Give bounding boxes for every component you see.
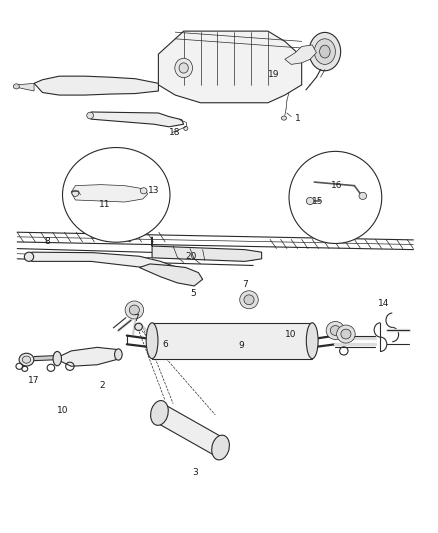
Ellipse shape bbox=[114, 349, 122, 360]
Ellipse shape bbox=[22, 356, 31, 363]
Ellipse shape bbox=[211, 435, 229, 460]
Text: 19: 19 bbox=[267, 70, 279, 79]
Text: 20: 20 bbox=[184, 252, 196, 261]
Ellipse shape bbox=[129, 305, 139, 315]
Ellipse shape bbox=[336, 325, 354, 343]
Text: 17: 17 bbox=[28, 376, 39, 385]
Ellipse shape bbox=[183, 126, 187, 131]
Text: 13: 13 bbox=[148, 186, 159, 195]
Text: 5: 5 bbox=[190, 288, 195, 297]
Text: 16: 16 bbox=[330, 181, 342, 190]
Text: 9: 9 bbox=[238, 341, 244, 350]
Polygon shape bbox=[25, 252, 177, 273]
Text: 6: 6 bbox=[162, 340, 168, 349]
Text: 11: 11 bbox=[99, 199, 111, 208]
Polygon shape bbox=[155, 403, 224, 457]
Ellipse shape bbox=[19, 353, 34, 366]
Text: 10: 10 bbox=[57, 406, 69, 415]
Ellipse shape bbox=[14, 84, 19, 89]
Polygon shape bbox=[91, 112, 183, 127]
Ellipse shape bbox=[358, 192, 366, 199]
Polygon shape bbox=[158, 31, 301, 103]
Ellipse shape bbox=[62, 148, 170, 242]
Polygon shape bbox=[284, 45, 316, 64]
Text: 8: 8 bbox=[45, 237, 50, 246]
Ellipse shape bbox=[134, 324, 142, 330]
Ellipse shape bbox=[319, 45, 329, 58]
Ellipse shape bbox=[244, 295, 254, 305]
Ellipse shape bbox=[308, 33, 340, 71]
Polygon shape bbox=[139, 264, 202, 286]
Ellipse shape bbox=[87, 112, 93, 119]
Polygon shape bbox=[152, 237, 261, 261]
Text: 14: 14 bbox=[377, 299, 388, 308]
Ellipse shape bbox=[179, 63, 188, 73]
Text: 15: 15 bbox=[311, 197, 323, 206]
Ellipse shape bbox=[125, 301, 143, 319]
Polygon shape bbox=[152, 323, 311, 359]
Ellipse shape bbox=[306, 197, 313, 205]
Text: 2: 2 bbox=[99, 381, 105, 390]
Ellipse shape bbox=[281, 116, 286, 120]
Ellipse shape bbox=[288, 151, 381, 244]
Ellipse shape bbox=[53, 351, 61, 366]
Polygon shape bbox=[57, 348, 120, 366]
Ellipse shape bbox=[72, 190, 78, 196]
Ellipse shape bbox=[140, 188, 147, 194]
Ellipse shape bbox=[306, 323, 318, 359]
Text: 3: 3 bbox=[192, 467, 198, 477]
Ellipse shape bbox=[150, 401, 168, 425]
Polygon shape bbox=[17, 83, 34, 91]
Ellipse shape bbox=[325, 321, 344, 340]
Polygon shape bbox=[34, 76, 158, 95]
Text: 18: 18 bbox=[169, 128, 180, 137]
Ellipse shape bbox=[146, 323, 158, 359]
Text: 7: 7 bbox=[133, 314, 138, 323]
Ellipse shape bbox=[174, 58, 192, 78]
Text: 7: 7 bbox=[242, 280, 248, 289]
Polygon shape bbox=[71, 184, 148, 202]
Ellipse shape bbox=[314, 39, 335, 64]
Text: 1: 1 bbox=[295, 114, 300, 123]
Ellipse shape bbox=[239, 291, 258, 309]
Text: 10: 10 bbox=[284, 329, 296, 338]
Ellipse shape bbox=[25, 252, 34, 261]
Ellipse shape bbox=[340, 329, 350, 339]
Ellipse shape bbox=[329, 326, 340, 335]
